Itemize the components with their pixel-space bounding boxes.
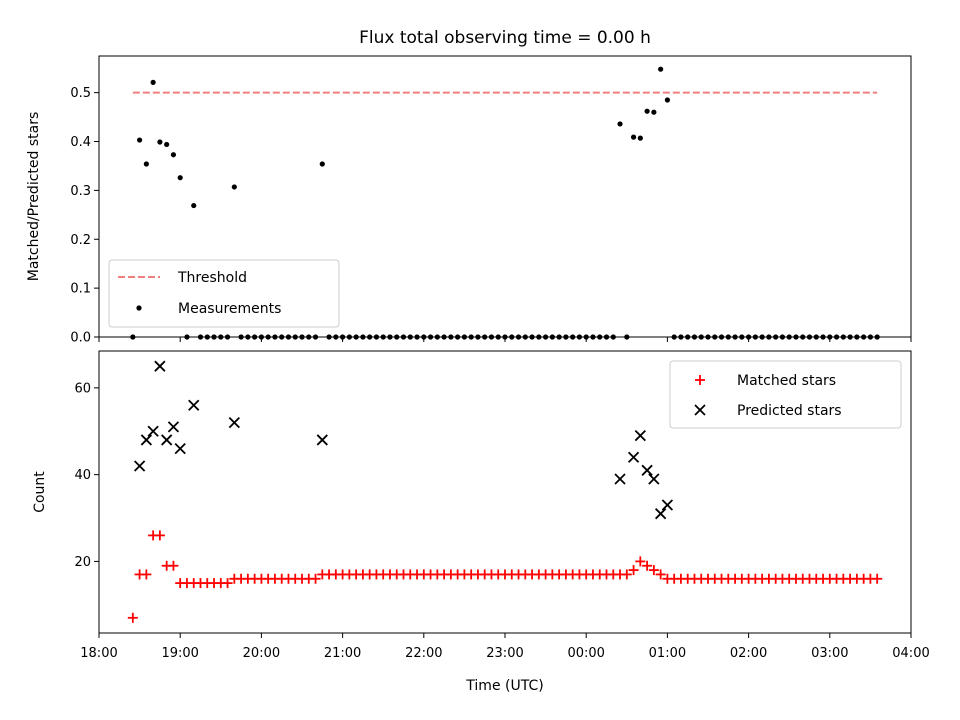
- y-tick-label: 0.1: [70, 282, 91, 297]
- legend-threshold-label: Threshold: [177, 270, 247, 286]
- x-tick-label: 19:00: [161, 646, 198, 661]
- bottom-axes: 20 40 60 18:00 19:00 20:00 21:00 22:00 23:00 00:0…: [74, 350, 930, 661]
- predicted-star-point: [140, 434, 153, 446]
- bottom-legend-frame: [669, 360, 902, 429]
- x-tick-label: 03:00: [811, 646, 848, 661]
- legend-matched-label: Matched stars: [737, 373, 836, 389]
- measurement-point: [231, 184, 237, 190]
- top-axes-frame: [98, 55, 912, 338]
- top-legend-frame: [108, 259, 340, 328]
- matched-star-point: [655, 569, 666, 580]
- measurement-point: [644, 108, 650, 114]
- bottom-legend: Matched stars Predicted stars: [669, 360, 902, 429]
- y-tick-label: 20: [74, 555, 91, 570]
- x-tick-label: 02:00: [730, 646, 767, 661]
- x-tick-label: 21:00: [324, 646, 361, 661]
- matched-star-point: [872, 573, 883, 584]
- predicted-star-point: [133, 460, 146, 472]
- predicted-star-point: [167, 421, 180, 433]
- predicted-star-point: [316, 434, 328, 446]
- y-tick-label: 40: [74, 468, 91, 483]
- y-tick-label: 0.3: [70, 184, 91, 199]
- x-tick-label: 22:00: [405, 646, 442, 661]
- measurement-point: [170, 152, 177, 158]
- predicted-star-point: [648, 473, 660, 485]
- measurement-point: [137, 137, 143, 143]
- measurement-point: [191, 202, 197, 209]
- predicted-star-point: [147, 425, 159, 437]
- measurement-point: [143, 161, 149, 167]
- measurement-point: [150, 79, 156, 85]
- matched-star-point: [222, 578, 233, 589]
- predicted-star-point: [661, 499, 674, 511]
- y-tick-label: 0.5: [70, 86, 91, 101]
- matched-star-point: [141, 569, 152, 580]
- predicted-star-point: [614, 473, 626, 485]
- matched-star-point: [642, 560, 653, 571]
- measurement-point: [164, 141, 170, 148]
- x-tick-label: 01:00: [649, 646, 686, 661]
- bottom-axes-frame: [98, 350, 912, 634]
- measurement-point: [177, 175, 183, 181]
- predicted-star-point: [641, 464, 653, 476]
- measurement-point: [319, 161, 325, 167]
- predicted-star-point: [228, 416, 240, 429]
- top-y-axis-label: Matched/Predicted stars: [26, 112, 42, 282]
- measurement-point: [617, 121, 623, 127]
- x-tick-label: 00:00: [567, 646, 604, 661]
- predicted-star-point: [634, 429, 646, 442]
- matched-star-point: [168, 560, 179, 571]
- bottom-y-axis-label: Count: [32, 471, 48, 513]
- matched-star-point: [648, 565, 659, 576]
- matched-star-point: [635, 556, 646, 567]
- predicted-star-point: [654, 508, 667, 520]
- legend-predicted-marker: [694, 404, 706, 416]
- measurement-point: [637, 135, 643, 141]
- measurement-point: [157, 139, 163, 145]
- x-tick-label: 18:00: [80, 646, 117, 661]
- matched-star-point: [127, 612, 138, 623]
- matched-star-point: [310, 573, 321, 584]
- y-tick-label: 0.4: [70, 135, 91, 150]
- legend-measurements-label: Measurements: [178, 301, 281, 317]
- x-tick-label: 20:00: [243, 646, 280, 661]
- measurement-point: [630, 134, 637, 140]
- y-tick-label: 0.2: [70, 233, 91, 248]
- matched-star-point: [154, 530, 165, 541]
- matched-star-point: [621, 569, 632, 580]
- predicted-star-point: [174, 442, 186, 455]
- chart-title: Flux total observing time = 0.00 h: [359, 28, 651, 48]
- predicted-star-point: [188, 399, 200, 411]
- top-legend: Threshold Measurements: [108, 259, 340, 328]
- predicted-star-point: [627, 451, 640, 463]
- x-axis-label: Time (UTC): [465, 678, 543, 694]
- measurement-point: [651, 109, 657, 115]
- predicted-star-point: [161, 434, 173, 446]
- x-tick-label: 23:00: [486, 646, 523, 661]
- legend-matched-sample: [695, 375, 705, 385]
- measurement-point: [658, 66, 664, 72]
- top-axes: 0.0 0.1 0.2 0.3 0.4 0.5: [70, 55, 912, 346]
- x-tick-label: 04:00: [892, 646, 929, 661]
- legend-predicted-label: Predicted stars: [737, 403, 842, 419]
- matched-star-point: [628, 565, 639, 576]
- predicted-star-point: [154, 360, 166, 372]
- legend-matched-marker: [695, 375, 705, 385]
- legend-predicted-sample: [694, 404, 706, 416]
- y-tick-label: 0.0: [70, 331, 91, 346]
- measurement-point: [664, 97, 671, 103]
- y-tick-label: 60: [74, 381, 91, 396]
- legend-measurements-sample: [136, 305, 142, 311]
